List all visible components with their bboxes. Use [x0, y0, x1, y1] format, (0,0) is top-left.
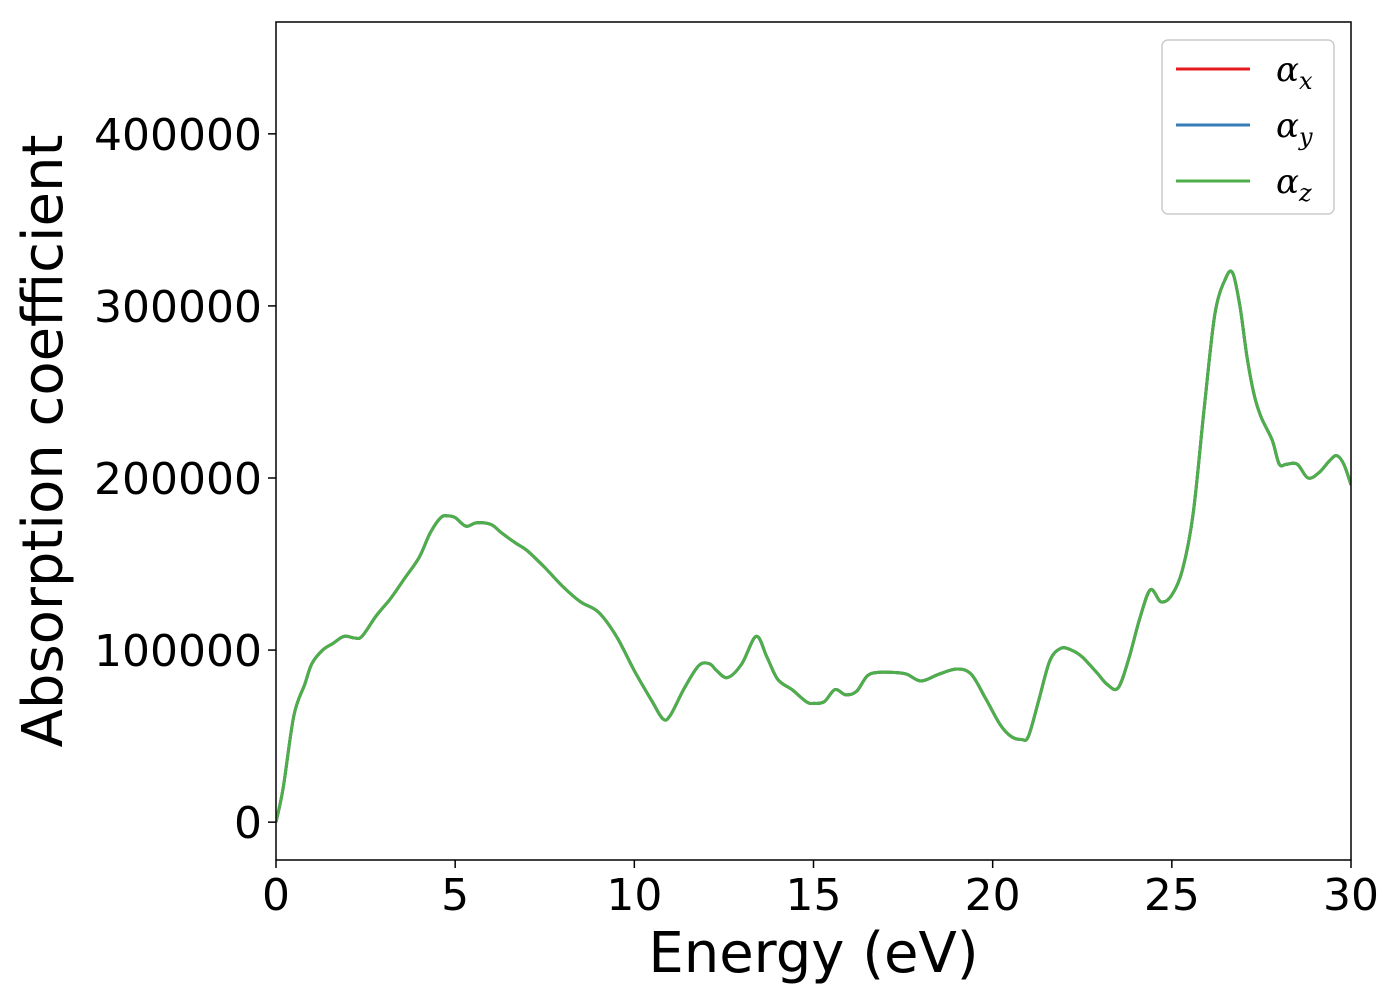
legend-box	[1161, 39, 1335, 215]
x-tick-label: 0	[262, 870, 290, 921]
series-line-y	[276, 269, 1351, 823]
y-axis: 0 100000 200000 300000 400000	[94, 110, 276, 849]
y-axis-title: Absorption coefficient	[11, 135, 76, 748]
legend-label-z: αz	[1276, 162, 1312, 207]
y-tick-label: 400000	[94, 110, 262, 161]
y-tick-label: 0	[234, 798, 262, 849]
legend-label-x: αx	[1276, 50, 1313, 95]
x-tick-label: 15	[786, 870, 842, 921]
x-tick-label: 5	[441, 870, 469, 921]
x-tick-label: 25	[1144, 870, 1200, 921]
series-line-x	[276, 269, 1351, 823]
x-axis: 0 5 10 15 20 25 30	[262, 860, 1379, 921]
x-tick-label: 30	[1323, 870, 1379, 921]
series-line-z	[276, 269, 1351, 823]
y-tick-label: 200000	[94, 454, 262, 505]
legend: αx αy αz	[1161, 39, 1335, 215]
series-layer	[276, 269, 1351, 823]
legend-label-y: αy	[1276, 106, 1313, 151]
x-axis-title: Energy (eV)	[648, 921, 978, 986]
x-tick-label: 20	[965, 870, 1021, 921]
y-tick-label: 100000	[94, 626, 262, 677]
y-tick-label: 300000	[94, 282, 262, 333]
x-tick-label: 10	[606, 870, 662, 921]
